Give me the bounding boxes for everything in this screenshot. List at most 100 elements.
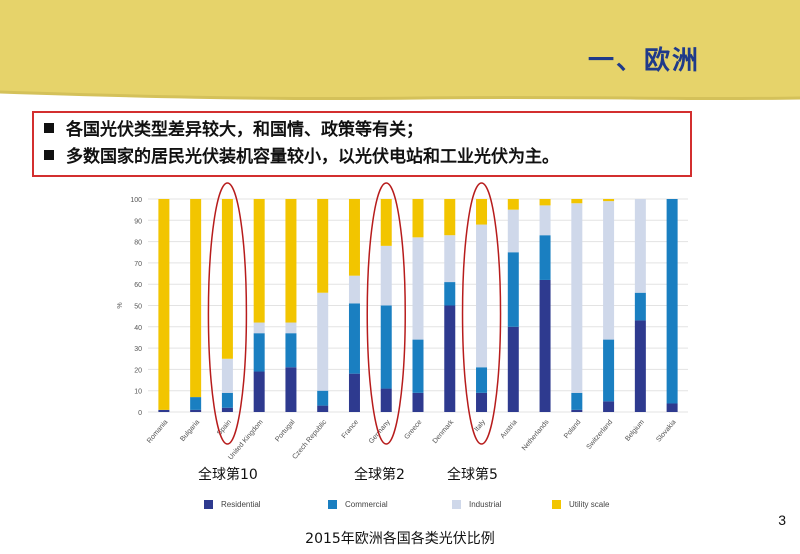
bar-segment-residential [348, 373, 360, 412]
bullet-1-text: 各国光伏类型差异较大，和国情、政策等有关； [66, 120, 423, 140]
bar-segment-industrial [348, 275, 360, 304]
bullet-2-text: 多数国家的居民光伏装机容量较小，以光伏电站和工业光伏为主。 [66, 147, 559, 167]
bar-segment-utility-scale [444, 199, 456, 236]
legend-utility: Utility scale [552, 500, 610, 510]
y-tick-label: 30 [134, 346, 142, 353]
bar-segment-commercial [571, 392, 583, 410]
legend-residential: Residential [204, 500, 261, 510]
bar-segment-residential [507, 326, 519, 412]
bar-segment-utility-scale [253, 199, 265, 323]
legend-swatch [452, 500, 461, 510]
slide-title: 一、欧洲 [587, 46, 700, 76]
legend-label: Commercial [345, 500, 388, 509]
legend-label: Industrial [469, 500, 502, 509]
bar-segment-utility-scale [380, 199, 392, 246]
bar-segment-commercial [253, 333, 265, 372]
y-tick-label: 60 [134, 282, 142, 289]
bar-segment-utility-scale [571, 199, 583, 204]
bar-segment-utility-scale [603, 199, 615, 202]
x-tick-label: Denmark [432, 418, 456, 445]
bar-segment-commercial [412, 339, 424, 393]
bar-segment-utility-scale [317, 199, 329, 293]
rank-label-spain: 全球第10 [198, 467, 258, 483]
bar-segment-industrial [253, 322, 265, 334]
bar-segment-industrial [285, 322, 297, 334]
x-tick-label: Italy [473, 418, 487, 433]
bar-segment-industrial [634, 199, 646, 293]
highlight-ellipse [366, 182, 406, 445]
legend-industrial: Industrial [452, 500, 502, 510]
y-axis-label: % [117, 302, 124, 308]
bar-segment-utility-scale [221, 199, 233, 359]
bar-segment-industrial [476, 224, 488, 368]
x-tick-label: Bulgaria [179, 419, 201, 443]
bar-segment-residential [380, 388, 392, 412]
bar-segment-residential [317, 405, 329, 412]
highlight-ellipse [207, 182, 248, 445]
bullet-1: 各国光伏类型差异较大，和国情、政策等有关； [44, 117, 680, 144]
bar-segment-commercial [603, 339, 615, 402]
bar-segment-industrial [221, 358, 233, 393]
y-tick-label: 80 [134, 240, 142, 247]
x-tick-label: Switzerland [585, 419, 614, 451]
bar-segment-residential [666, 403, 678, 412]
x-tick-label: Belgium [624, 419, 646, 443]
bar-segment-industrial [380, 245, 392, 306]
y-tick-label: 90 [134, 218, 142, 225]
bar-segment-commercial [444, 282, 456, 306]
x-tick-label: Poland [563, 419, 582, 440]
x-tick-label: Greece [403, 419, 423, 441]
bar-segment-utility-scale [507, 199, 519, 210]
bar-segment-residential [634, 320, 646, 412]
legend-label: Utility scale [569, 500, 610, 509]
rank-label-germany: 全球第2 [354, 467, 405, 483]
bar-segment-residential [412, 392, 424, 412]
bar-segment-industrial [539, 205, 551, 236]
bullet-square-icon [44, 150, 54, 160]
bar-segment-commercial [190, 397, 202, 410]
y-tick-label: 40 [134, 325, 142, 332]
y-tick-label: 0 [138, 410, 142, 417]
x-tick-label: Austria [499, 419, 518, 440]
bar-segment-commercial [221, 392, 233, 408]
legend-swatch [328, 500, 337, 510]
rank-label-italy: 全球第5 [447, 467, 498, 483]
bar-segment-utility-scale [539, 199, 551, 206]
legend-commercial: Commercial [328, 500, 388, 510]
x-tick-label: Romania [146, 419, 169, 445]
bar-segment-residential [221, 407, 233, 412]
x-tick-label: Germany [368, 418, 392, 445]
bar-segment-residential [253, 371, 265, 412]
chart-caption: 2015年欧洲各国各类光伏比例 [305, 531, 495, 547]
bar-segment-industrial [571, 203, 583, 393]
x-tick-label: Netherlands [521, 418, 551, 452]
x-tick-label: France [341, 419, 360, 440]
bar-segment-residential [444, 305, 456, 412]
bar-segment-residential [158, 409, 170, 412]
legend-swatch [204, 500, 213, 510]
bar-segment-commercial [507, 252, 519, 327]
highlight-ellipse [461, 182, 502, 445]
bar-segment-industrial [507, 209, 519, 253]
bar-segment-commercial [539, 235, 551, 280]
bar-segment-industrial [412, 237, 424, 340]
bar-segment-commercial [285, 333, 297, 368]
bar-segment-industrial [603, 201, 615, 340]
bar-segment-industrial [444, 235, 456, 283]
bullet-square-icon [44, 123, 54, 133]
bar-segment-commercial [634, 292, 646, 321]
y-tick-label: 20 [134, 367, 142, 374]
bar-segment-residential [285, 367, 297, 412]
bar-segment-utility-scale [412, 199, 424, 238]
bar-segment-utility-scale [285, 199, 297, 323]
header-banner [0, 0, 800, 101]
x-tick-label: Slovakia [655, 419, 677, 444]
bar-segment-utility-scale [348, 199, 360, 276]
x-tick-label: Czech Republic [291, 418, 328, 460]
page-number: 3 [778, 512, 786, 528]
bar-segment-residential [190, 409, 202, 412]
bullet-2: 多数国家的居民光伏装机容量较小，以光伏电站和工业光伏为主。 [44, 144, 680, 171]
bar-segment-industrial [317, 292, 329, 391]
y-tick-label: 10 [134, 389, 142, 396]
